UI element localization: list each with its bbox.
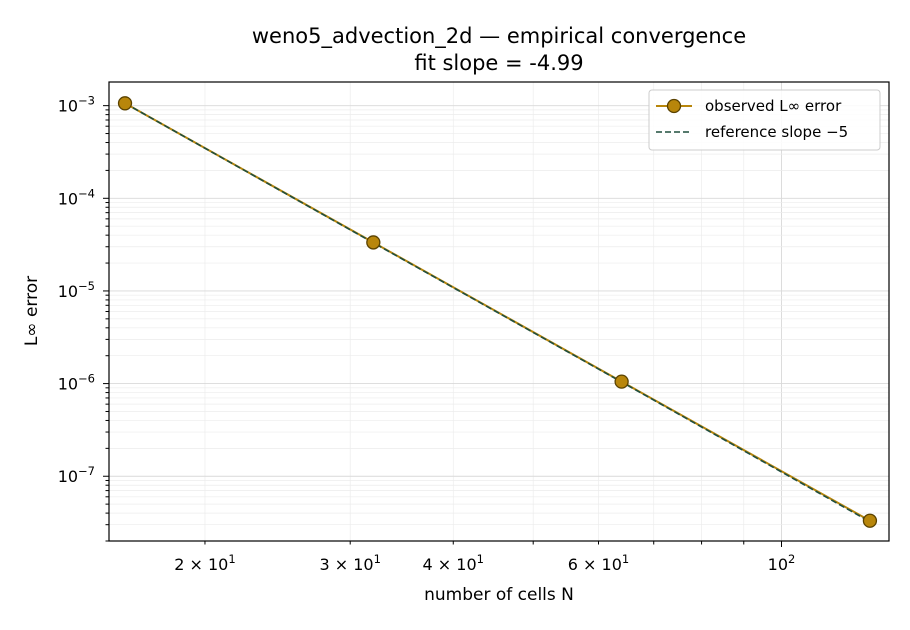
chart-title: weno5_advection_2d — empirical convergen… [252,24,746,49]
x-axis-label: number of cells N [424,585,574,605]
tick-layer: 2 × 101 3 × 101 4 × 101 6 × 101 102 10−3 10−4 1… [58,94,796,574]
y-axis-label: L∞ error [22,276,42,346]
x-tick-label: 102 [768,552,796,574]
data-point-observed [117,96,133,111]
legend-label-observed: observed L∞ error [705,97,842,115]
data-point-observed [862,513,878,528]
legend-label-reference: reference slope −5 [705,123,848,141]
grid-layer [109,82,889,542]
series-line-reference [124,102,871,523]
x-tick-label: 4 × 101 [423,552,484,574]
x-tick-label: 6 × 101 [568,552,629,574]
y-tick-label: 10−3 [58,94,95,116]
y-tick-label: 10−5 [58,279,95,301]
y-tick-label: 10−6 [58,372,95,394]
x-tick-label: 3 × 101 [319,552,380,574]
data-point-observed [366,235,381,250]
x-tick-label: 2 × 101 [174,552,235,574]
series-layer [117,96,878,528]
y-tick-label: 10−7 [58,464,95,486]
legend-marker-observed [666,98,682,114]
y-tick-label: 10−4 [58,186,95,208]
chart-subtitle: fit slope = -4.99 [414,51,583,75]
legend-box [648,89,881,151]
legend: observed L∞ error reference slope −5 [648,89,881,151]
data-point-observed [614,374,629,389]
